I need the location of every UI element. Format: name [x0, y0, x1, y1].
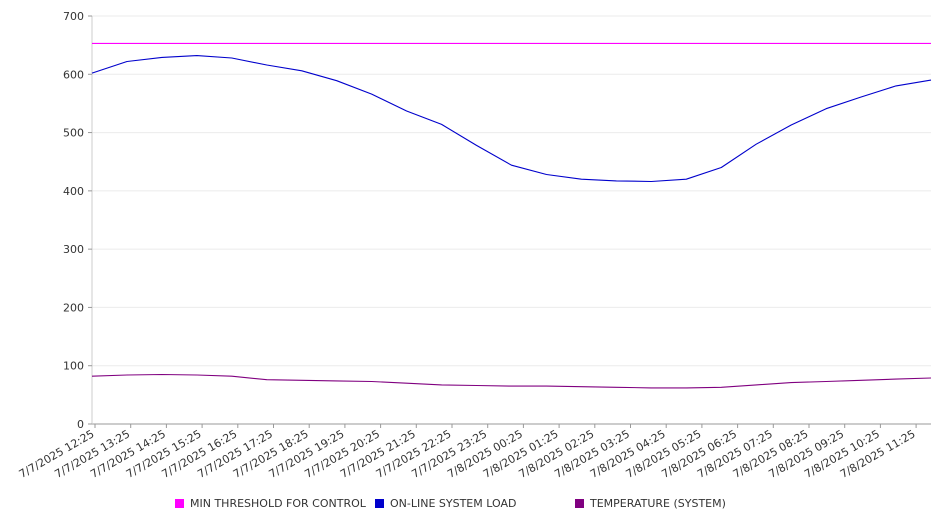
- y-tick-label: 500: [63, 127, 84, 140]
- legend-swatch-icon: [175, 499, 184, 508]
- legend-item-system-load: ON-LINE SYSTEM LOAD: [375, 497, 516, 510]
- legend: MIN THRESHOLD FOR CONTROL ON-LINE SYSTEM…: [0, 497, 946, 515]
- legend-label: MIN THRESHOLD FOR CONTROL: [190, 497, 366, 510]
- series-lines: [91, 42, 932, 389]
- axes: [91, 16, 931, 425]
- legend-swatch-icon: [575, 499, 584, 508]
- legend-item-temperature: TEMPERATURE (SYSTEM): [575, 497, 726, 510]
- y-tick-label: 300: [63, 243, 84, 256]
- y-tick-label: 400: [63, 185, 84, 198]
- series-line-1: [91, 55, 932, 183]
- x-axis-ticks: 7/7/2025 12:257/7/2025 13:257/7/2025 14:…: [17, 424, 918, 481]
- series-line-2: [91, 373, 932, 389]
- legend-label: ON-LINE SYSTEM LOAD: [390, 497, 517, 510]
- gridlines: [92, 15, 931, 425]
- y-tick-label: 600: [63, 68, 84, 81]
- legend-item-min-threshold: MIN THRESHOLD FOR CONTROL: [175, 497, 366, 510]
- y-tick-label: 200: [63, 301, 84, 314]
- legend-label: TEMPERATURE (SYSTEM): [590, 497, 726, 510]
- legend-swatch-icon: [375, 499, 384, 508]
- y-tick-label: 100: [63, 360, 84, 373]
- y-tick-label: 700: [63, 10, 84, 23]
- y-axis-ticks: 0 100 200 300 400 500 600 700: [63, 10, 92, 431]
- y-tick-label: 0: [77, 418, 84, 431]
